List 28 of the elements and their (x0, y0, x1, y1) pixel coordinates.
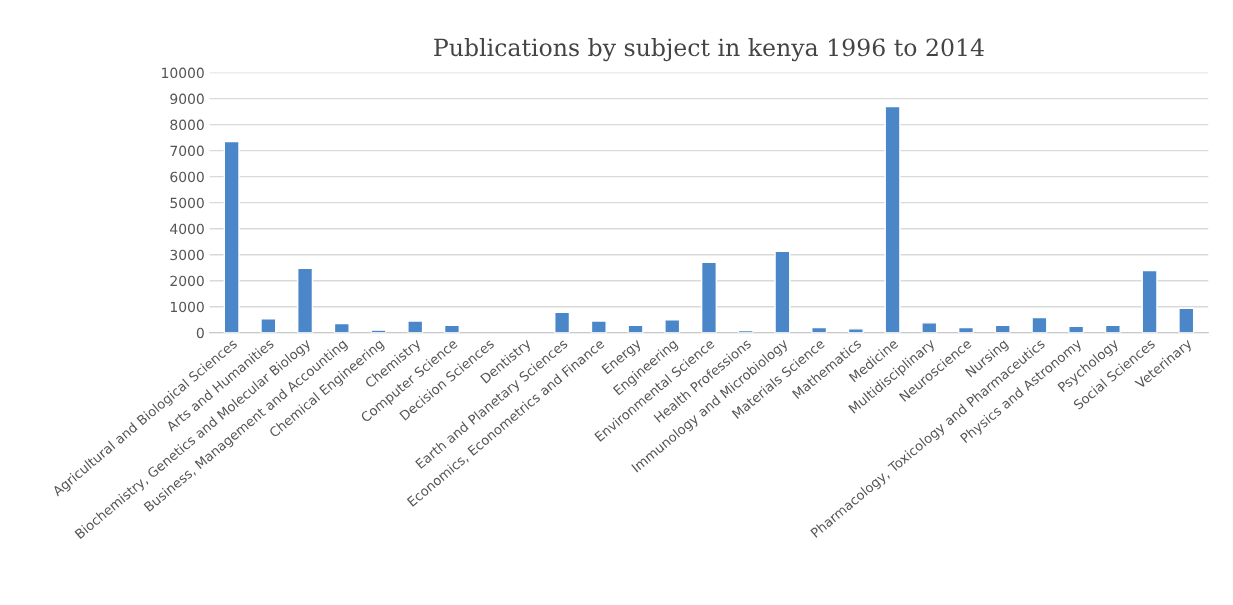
bar (921, 322, 938, 333)
bar (590, 320, 607, 333)
bar (884, 105, 901, 333)
chart-title: Publications by subject in kenya 1996 to 2014 (434, 37, 984, 62)
y-tick-label: 10000 (162, 67, 204, 79)
y-tick-label: 7000 (170, 145, 204, 157)
y-tick-label: 3000 (170, 249, 204, 261)
y-tick-label: 8000 (170, 119, 204, 131)
y-tick-label: 1000 (170, 301, 204, 313)
bar (664, 319, 681, 333)
bar (774, 250, 791, 333)
bar (1178, 307, 1195, 333)
bar (700, 261, 718, 333)
y-tick-label: 0 (196, 327, 204, 339)
bar (370, 329, 387, 333)
y-tick-label: 5000 (170, 197, 204, 209)
y-tick-label: 4000 (170, 223, 204, 235)
bar (1141, 269, 1158, 333)
y-tick-label: 9000 (170, 93, 204, 105)
y-tick-label: 2000 (170, 275, 204, 287)
bar (260, 318, 277, 333)
bar (333, 322, 350, 333)
bar (297, 267, 314, 333)
bar (1031, 316, 1048, 333)
bar (223, 140, 240, 333)
y-tick-label: 6000 (170, 171, 204, 183)
bar (407, 320, 424, 333)
bar (554, 311, 571, 333)
